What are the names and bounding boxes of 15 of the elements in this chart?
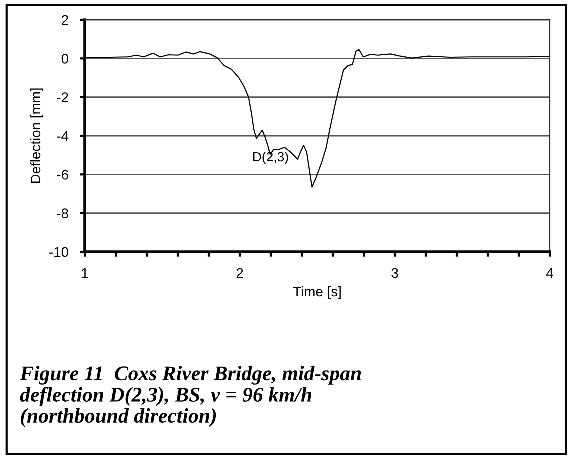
y-tick-label: -6 [57,170,68,180]
x-tick-label: 1 [82,268,88,278]
y-tick-label: -2 [57,92,68,102]
y-tick-label: -10 [50,247,68,258]
y-tick-label: -8 [57,208,68,219]
x-tick-label: 4 [546,268,554,278]
y-tick-label: 0 [62,54,68,64]
y-tick-label: 2 [62,15,68,26]
series-label: D(2,3) [253,152,288,164]
y-tick-label: -4 [57,131,69,142]
x-tick-label: 3 [392,268,398,278]
x-axis-title: Time [s] [293,286,341,300]
y-axis-title: Deflection [mm] [30,88,44,184]
caption: Figure 11 Coxs River Bridge, mid-span deflection D(2,3), BS, v = 96 km/h (northbound direction) [20,366,362,428]
x-tick-label: 2 [236,268,244,278]
